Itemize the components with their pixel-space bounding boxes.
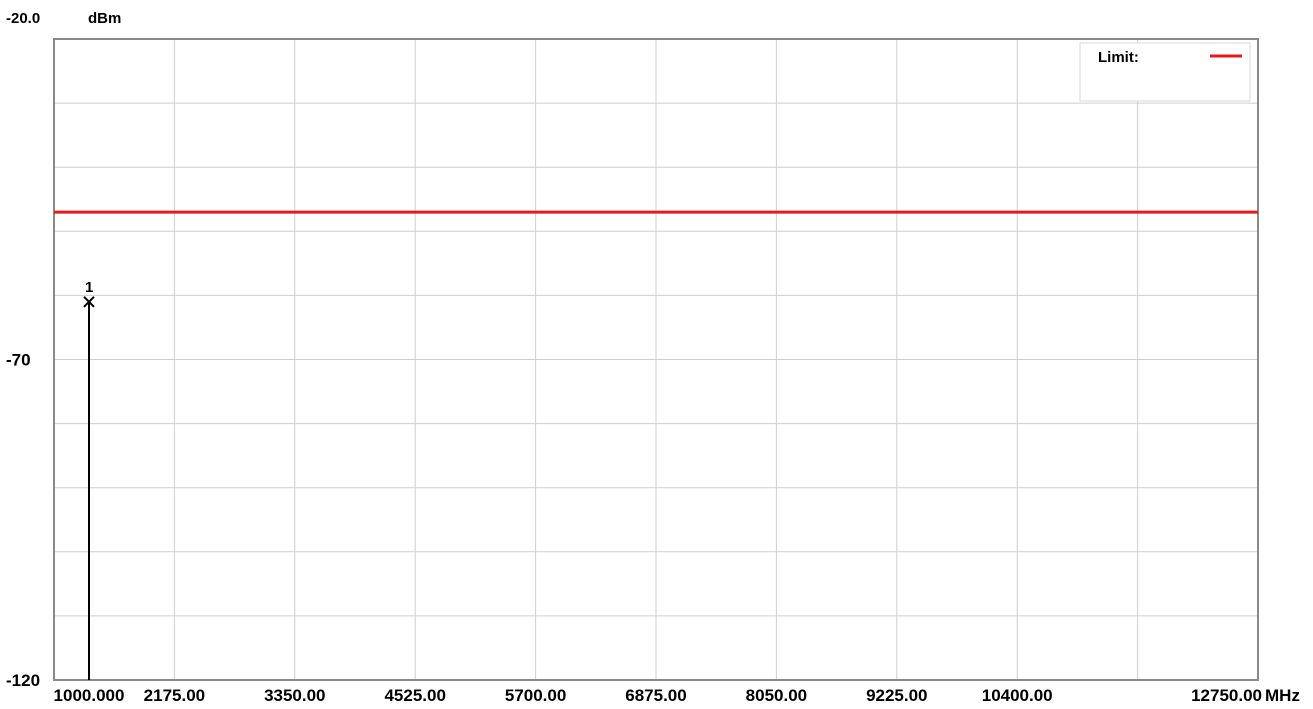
x-tick-label: 8050.00 [746, 686, 807, 705]
marker-label: 1 [85, 279, 93, 296]
x-tick-label: 5700.00 [505, 686, 566, 705]
y-tick-label: -70 [6, 351, 31, 370]
x-tick-label: 3350.00 [264, 686, 325, 705]
y-tick-labels: -70 -120 [6, 351, 40, 691]
x-unit-label: MHz [1265, 686, 1300, 705]
marker-layer: 1 [83, 279, 95, 680]
x-tick-label: 12750.00 [1191, 686, 1262, 705]
x-tick-label: 9225.00 [866, 686, 927, 705]
y-top-label: -20.0 [6, 10, 40, 27]
x-tick-label: 10400.00 [982, 686, 1053, 705]
x-tick-label: 6875.00 [625, 686, 686, 705]
legend-box [1079, 42, 1251, 102]
x-tick-label: 2175.00 [144, 686, 205, 705]
x-tick-label: 4525.00 [384, 686, 445, 705]
y-tick-label: -120 [6, 671, 40, 690]
x-tick-label: 1000.000 [54, 686, 125, 705]
marker-cross [83, 296, 95, 308]
grid [54, 39, 1258, 680]
plot-frame [53, 38, 1259, 681]
x-tick-labels: 1000.000 2175.00 3350.00 4525.00 5700.00 6875… [54, 686, 1262, 705]
legend-label-limit: Limit: [1098, 49, 1139, 66]
legend: Limit: [1079, 42, 1251, 102]
y-unit-label: dBm [88, 10, 121, 27]
